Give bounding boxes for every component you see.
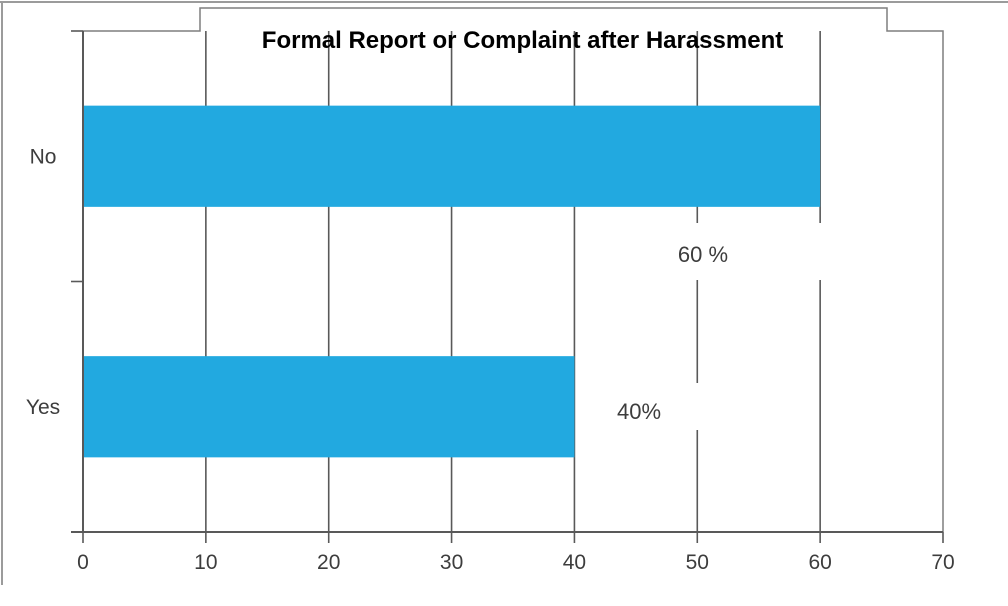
page-border-top: [0, 1, 1008, 3]
data-label-box: [580, 383, 712, 430]
data-label: 40%: [617, 399, 661, 424]
data-label-box: [658, 223, 832, 280]
tick-label: 30: [440, 551, 463, 574]
data-label: 60 %: [678, 242, 728, 267]
tick-label: 0: [77, 551, 89, 574]
bar-no: [83, 105, 821, 207]
bar-yes: [83, 356, 575, 458]
tick-label: 10: [194, 551, 217, 574]
tick-label: 60: [808, 551, 831, 574]
chart-outline: [83, 7, 944, 532]
tick-label: 50: [686, 551, 709, 574]
category-label: No: [30, 145, 57, 168]
tick-label: 20: [317, 551, 340, 574]
chart-title: Formal Report or Complaint after Harassm…: [261, 27, 784, 54]
category-label: Yes: [26, 396, 60, 419]
page-border-left: [1, 1, 3, 585]
tick-label: 40: [563, 551, 586, 574]
tick-label: 70: [931, 551, 954, 574]
